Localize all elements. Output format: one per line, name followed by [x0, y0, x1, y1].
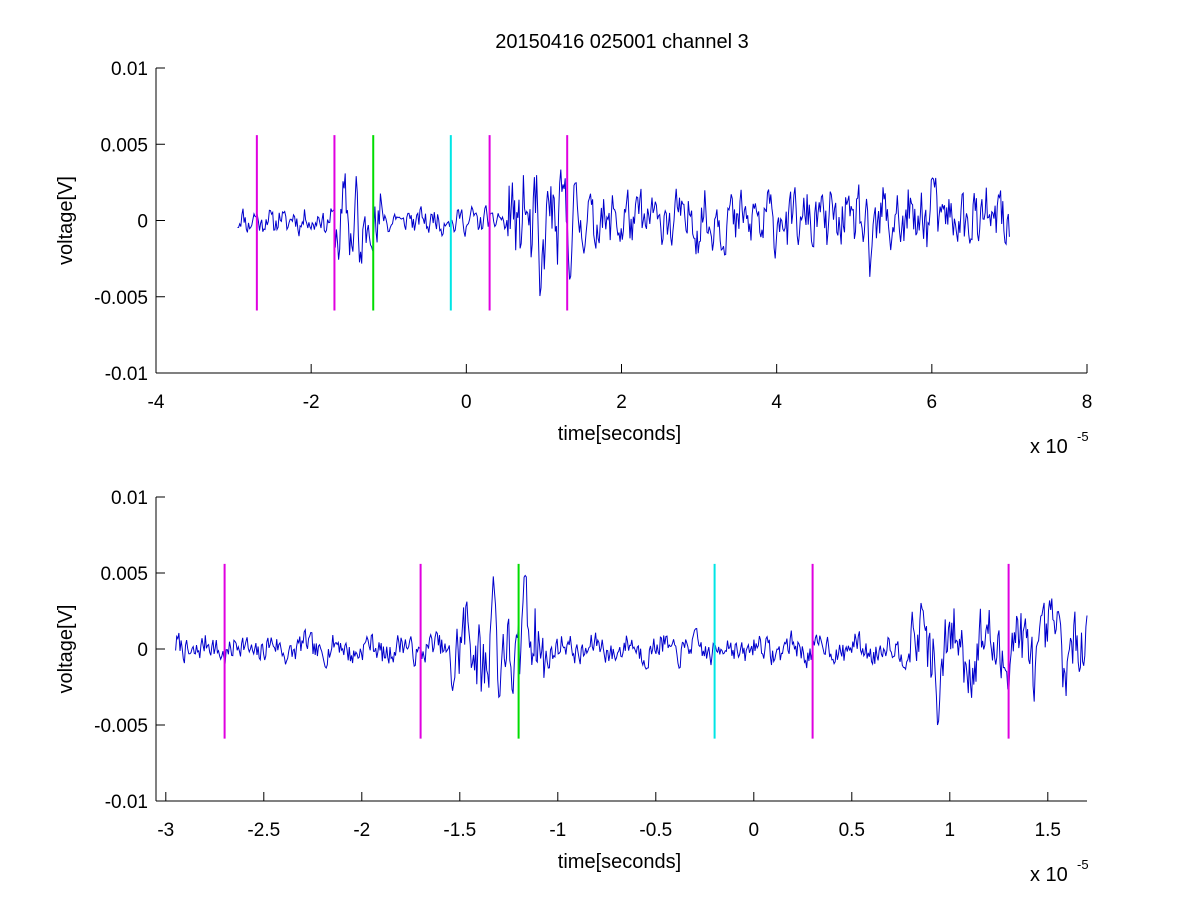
x-tick-label: 8: [1082, 392, 1093, 413]
signal-trace: [175, 574, 1088, 726]
x-tick-label: -3: [157, 820, 174, 841]
x-tick-label: -2: [353, 820, 370, 841]
bottom-subplot: -0.01 -0.005 0 0.005 0.01 -3 -2.5 -2 -1.5 -1 -0.5 0…: [55, 488, 1089, 886]
x-axis-label: time[seconds]: [558, 423, 681, 445]
x-axis-exponent-value: -5: [1077, 429, 1089, 444]
x-tick-label: -0.5: [639, 820, 672, 841]
x-axis-exponent-label: x 10: [1030, 436, 1068, 458]
signal-trace: [237, 169, 1010, 297]
top-subplot: -0.01 -0.005 0 0.005 0.01 -4 -2 0 2 4 6 8 time[secon…: [55, 59, 1092, 458]
x-tick-label: 1: [945, 820, 956, 841]
y-tick-label: -0.005: [94, 716, 148, 737]
x-tick-label: 2: [616, 392, 627, 413]
x-tick-label: -1.5: [443, 820, 476, 841]
y-tick-label: -0.01: [105, 364, 148, 385]
x-tick-label: 6: [927, 392, 938, 413]
x-tick-label: 4: [771, 392, 782, 413]
y-axis-label: voltage[V]: [55, 605, 77, 694]
x-axis-exponent-label: x 10: [1030, 864, 1068, 886]
y-tick-label: -0.01: [105, 792, 148, 813]
x-axis-label: time[seconds]: [558, 851, 681, 873]
x-tick-label: -2: [303, 392, 320, 413]
y-tick-label: 0: [137, 212, 148, 233]
y-axis-label: voltage[V]: [55, 176, 77, 265]
y-tick-label: -0.005: [94, 288, 148, 309]
x-tick-label: 1.5: [1035, 820, 1061, 841]
x-tick-label: 0: [461, 392, 472, 413]
x-tick-label: 0.5: [839, 820, 865, 841]
x-tick-label: 0: [749, 820, 760, 841]
y-tick-label: 0.01: [111, 488, 148, 509]
x-tick-label: -1: [549, 820, 566, 841]
x-tick-label: -4: [148, 392, 165, 413]
x-axis-exponent-value: -5: [1077, 857, 1089, 872]
y-tick-label: 0.005: [100, 135, 148, 156]
x-tick-label: -2.5: [247, 820, 280, 841]
figure-title: 20150416 025001 channel 3: [495, 31, 749, 53]
y-tick-label: 0: [137, 640, 148, 661]
y-tick-label: 0.01: [111, 59, 148, 80]
y-tick-label: 0.005: [100, 564, 148, 585]
